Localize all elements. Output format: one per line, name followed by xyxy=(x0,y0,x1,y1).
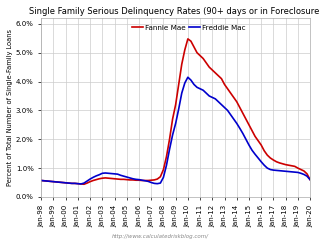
Freddie Mac xyxy=(97,173,101,176)
Text: http://www.calculatedriskblog.com/: http://www.calculatedriskblog.com/ xyxy=(111,234,209,239)
Fannie Mae xyxy=(67,182,71,185)
Freddie Mac xyxy=(284,170,288,173)
Fannie Mae xyxy=(180,63,184,66)
Fannie Mae xyxy=(186,37,190,40)
Freddie Mac xyxy=(39,179,43,182)
Freddie Mac xyxy=(146,180,150,183)
Freddie Mac xyxy=(180,92,184,94)
Y-axis label: Percent of Total Number of Single-Family Loans: Percent of Total Number of Single-Family… xyxy=(7,29,13,186)
Line: Fannie Mae: Fannie Mae xyxy=(41,39,310,184)
Title: Single Family Serious Delinquency Rates (90+ days or in Foreclosure): Single Family Serious Delinquency Rates … xyxy=(29,7,320,16)
Fannie Mae xyxy=(73,182,77,185)
Fannie Mae xyxy=(146,179,150,182)
Fannie Mae xyxy=(97,177,101,180)
Freddie Mac xyxy=(79,182,83,185)
Fannie Mae xyxy=(284,163,288,166)
Fannie Mae xyxy=(39,179,43,182)
Fannie Mae xyxy=(82,183,86,186)
Freddie Mac xyxy=(186,76,190,79)
Fannie Mae xyxy=(308,178,312,181)
Freddie Mac xyxy=(67,182,71,185)
Legend: Fannie Mae, Freddie Mac: Fannie Mae, Freddie Mac xyxy=(129,22,249,33)
Freddie Mac xyxy=(308,178,312,181)
Line: Freddie Mac: Freddie Mac xyxy=(41,77,310,184)
Freddie Mac xyxy=(73,182,77,185)
